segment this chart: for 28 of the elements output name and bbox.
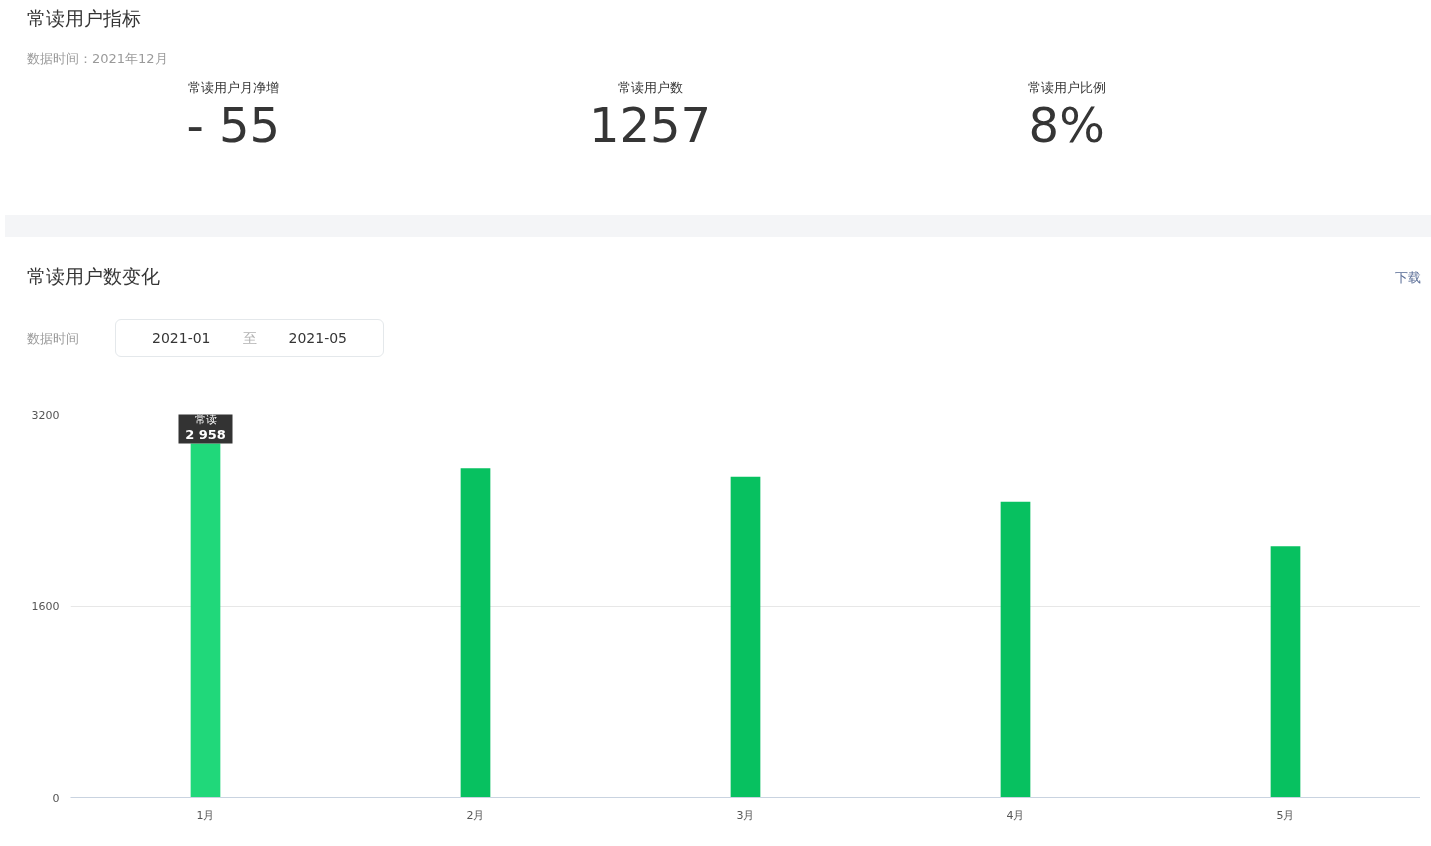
data-label: 2 958	[185, 426, 226, 442]
text: - 55	[186, 97, 281, 154]
category-label: 常读用户数	[616, 78, 684, 97]
text: 下载	[1395, 269, 1421, 287]
text: 至	[242, 330, 257, 347]
text: 8%	[1028, 97, 1105, 154]
y-tick-label: 1600	[31, 600, 60, 613]
x-tick-label: 2月	[466, 808, 485, 822]
text: 1257	[588, 97, 712, 154]
text: 常读用户指标	[26, 6, 142, 31]
y-tick-label: 3200	[31, 408, 60, 422]
text: 2021-05	[288, 330, 347, 347]
bar	[730, 476, 761, 798]
x-tick-label: 1月	[196, 808, 215, 822]
category-label: 常读用户比例	[1026, 78, 1107, 97]
text: 2021-01	[152, 330, 211, 347]
x-tick-label: 5月	[1276, 808, 1295, 822]
bar	[460, 468, 491, 798]
x-tick-label: 3月	[736, 808, 755, 822]
bar	[1270, 546, 1301, 798]
annotation: 常读	[194, 413, 217, 427]
bar	[1000, 501, 1031, 798]
chart-title: 常读用户数变化	[27, 265, 160, 287]
category-label: 常读用户月净增	[186, 78, 280, 97]
text: 数据时间：2021年12月	[26, 50, 169, 69]
x-tick-label: 4月	[1006, 808, 1025, 822]
text: 数据时间	[27, 331, 79, 347]
y-tick-label: 0	[52, 791, 60, 805]
